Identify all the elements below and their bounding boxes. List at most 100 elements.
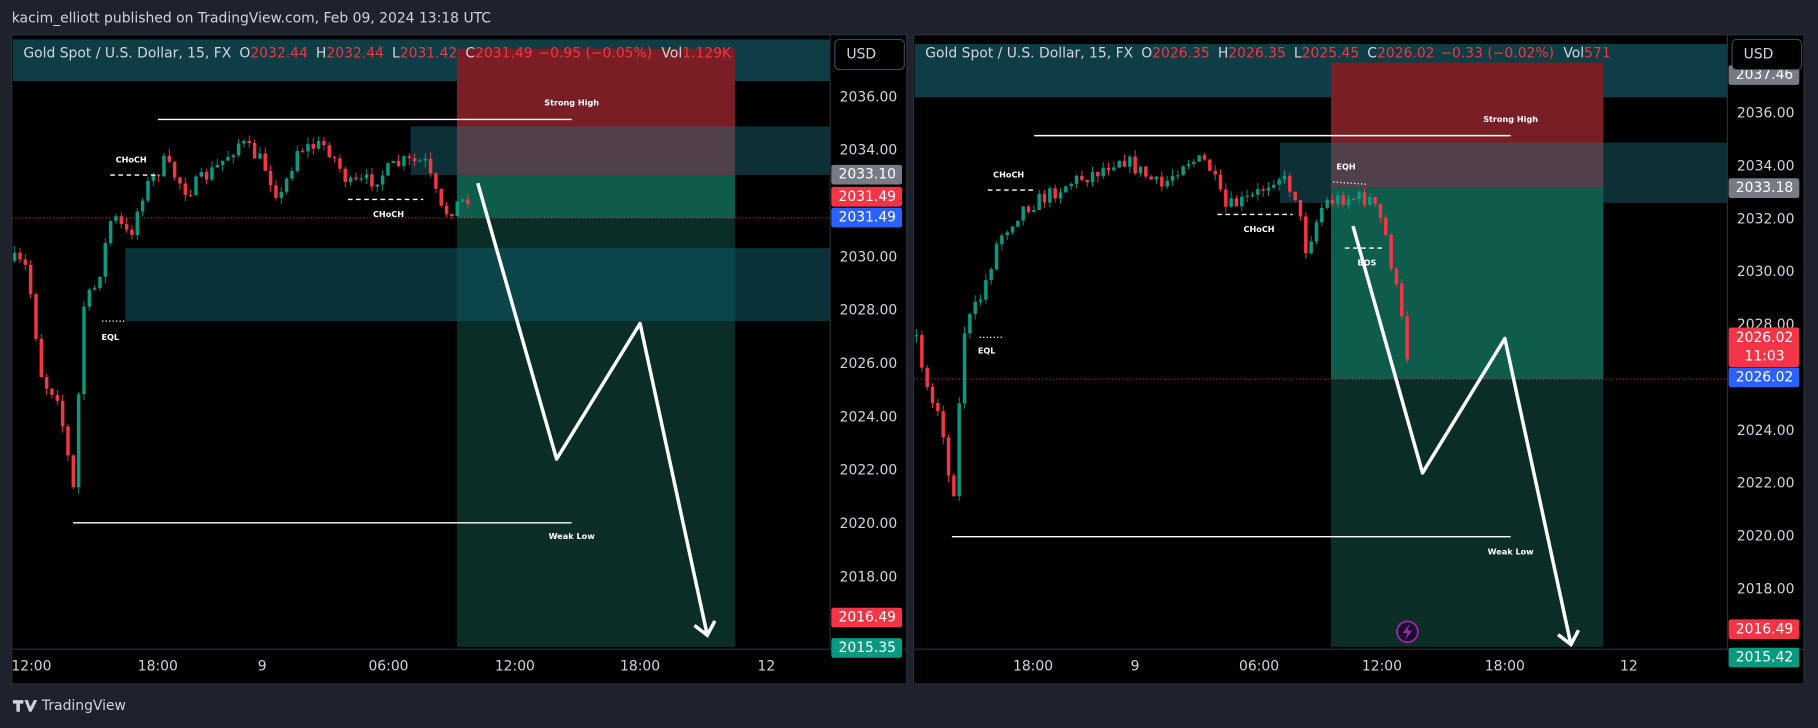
candle-body bbox=[1144, 166, 1148, 177]
candle-body bbox=[1117, 160, 1121, 168]
candle-body bbox=[402, 156, 406, 166]
price-badge-label: 2016.49 bbox=[839, 610, 897, 626]
price-badge bbox=[1728, 327, 1800, 367]
candle-body bbox=[252, 142, 257, 159]
candle-body bbox=[1261, 189, 1265, 191]
y-tick-label: 2022.00 bbox=[1737, 476, 1795, 492]
candle-body bbox=[343, 168, 348, 182]
legend-part: Gold Spot / U.S. Dollar, 15, FX bbox=[23, 45, 231, 61]
candle-body bbox=[1021, 206, 1025, 221]
annotation: Strong High bbox=[1483, 114, 1538, 124]
candle-body bbox=[1085, 179, 1089, 183]
candle-body bbox=[925, 367, 929, 388]
candle-body bbox=[194, 176, 198, 196]
y-tick-label: 2032.00 bbox=[1737, 211, 1795, 227]
legend-part: 2032.44 bbox=[250, 45, 308, 61]
candle-body bbox=[1405, 316, 1409, 360]
annotation: EQH bbox=[1336, 161, 1355, 171]
price-badge-label: 2031.49 bbox=[839, 210, 897, 226]
candle-body bbox=[1181, 166, 1185, 176]
candle-body bbox=[66, 426, 70, 456]
annotation: CHoCH bbox=[373, 209, 404, 219]
candle-body bbox=[1160, 176, 1164, 187]
candle-body bbox=[1064, 186, 1068, 193]
candle-body bbox=[1336, 195, 1340, 204]
x-tick-label: 12 bbox=[758, 659, 776, 675]
candle-body bbox=[71, 455, 76, 488]
candle-body bbox=[34, 294, 38, 339]
annotation: EQL bbox=[101, 332, 119, 342]
candle-body bbox=[140, 200, 145, 212]
candle-body bbox=[151, 174, 156, 181]
y-tick-label: 2030.00 bbox=[840, 249, 898, 265]
candle-body bbox=[1245, 195, 1249, 197]
legend-part: −0.95 (−0.05%) bbox=[538, 45, 652, 61]
candle-body bbox=[380, 175, 385, 185]
annotation: CHoCH bbox=[1244, 224, 1275, 234]
candle-body bbox=[1293, 191, 1297, 201]
annotation: Weak Low bbox=[549, 531, 596, 541]
annotation: EQL bbox=[978, 346, 996, 356]
price-badge-label: 2015.42 bbox=[1736, 650, 1794, 666]
candle-body bbox=[370, 174, 374, 187]
candle-body bbox=[247, 140, 252, 143]
candle-body bbox=[60, 400, 65, 427]
candle-body bbox=[439, 188, 443, 206]
legend-part: 2026.35 bbox=[1152, 45, 1210, 61]
candle-body bbox=[114, 216, 118, 222]
price-badge bbox=[831, 164, 903, 185]
price-badge bbox=[1728, 178, 1800, 198]
candle-body bbox=[1378, 204, 1383, 218]
candle-body bbox=[119, 216, 124, 225]
candle-body bbox=[1053, 188, 1057, 199]
candle-body bbox=[1309, 241, 1313, 254]
chart-panel: Strong High CHoCH CHoCH EQH BOS EQL Weak Low 20… bbox=[913, 34, 1805, 685]
legend-part: H bbox=[316, 45, 326, 61]
y-tick-label: 2024.00 bbox=[840, 409, 898, 425]
candle-body bbox=[1346, 198, 1351, 206]
candle-body bbox=[450, 213, 454, 217]
candle-body bbox=[1373, 196, 1377, 205]
candle-body bbox=[183, 183, 188, 195]
candle-body bbox=[375, 184, 379, 187]
candle-body bbox=[172, 161, 177, 178]
candle-body bbox=[455, 201, 459, 217]
candle-body bbox=[968, 314, 972, 334]
candle-body bbox=[327, 145, 332, 158]
candle-body bbox=[1186, 164, 1191, 167]
candle-body bbox=[87, 289, 92, 307]
annotation: CHoCH bbox=[993, 170, 1024, 180]
candle-body bbox=[1208, 159, 1212, 171]
candle-body bbox=[989, 269, 993, 280]
legend-part: −0.33 (−0.02%) bbox=[1440, 45, 1554, 61]
price-badge bbox=[831, 186, 903, 207]
candle-body bbox=[76, 394, 81, 488]
candle-body bbox=[23, 259, 28, 265]
candle-body bbox=[364, 174, 369, 179]
candle-body bbox=[1048, 188, 1052, 203]
candle-body bbox=[428, 158, 433, 174]
y-tick-label: 2018.00 bbox=[1737, 581, 1795, 597]
candle-body bbox=[418, 160, 422, 162]
candle-body bbox=[236, 143, 241, 156]
candle-body bbox=[412, 158, 417, 162]
candle-body bbox=[1314, 222, 1319, 242]
zone bbox=[456, 48, 736, 176]
candle-body bbox=[1154, 176, 1159, 180]
candle-body bbox=[386, 163, 390, 176]
candle-body bbox=[1096, 172, 1100, 177]
arrow-head bbox=[693, 620, 717, 638]
legend-part: O bbox=[1141, 45, 1152, 61]
candle-body bbox=[92, 288, 97, 290]
y-tick-label: 2036.00 bbox=[1737, 106, 1795, 122]
candle-body bbox=[295, 151, 300, 171]
candle-body bbox=[108, 221, 113, 243]
candle-body bbox=[135, 211, 140, 236]
candle-body bbox=[994, 244, 999, 270]
currency-label: USD bbox=[846, 46, 876, 62]
candle-body bbox=[263, 153, 268, 171]
legend-part: 571 bbox=[1584, 45, 1611, 61]
legend-part: L bbox=[392, 45, 400, 61]
candle-body bbox=[460, 199, 465, 202]
chart-panel: Strong High CHoCH CHoCH EQL Weak Low 2036.00 2… bbox=[11, 34, 908, 685]
